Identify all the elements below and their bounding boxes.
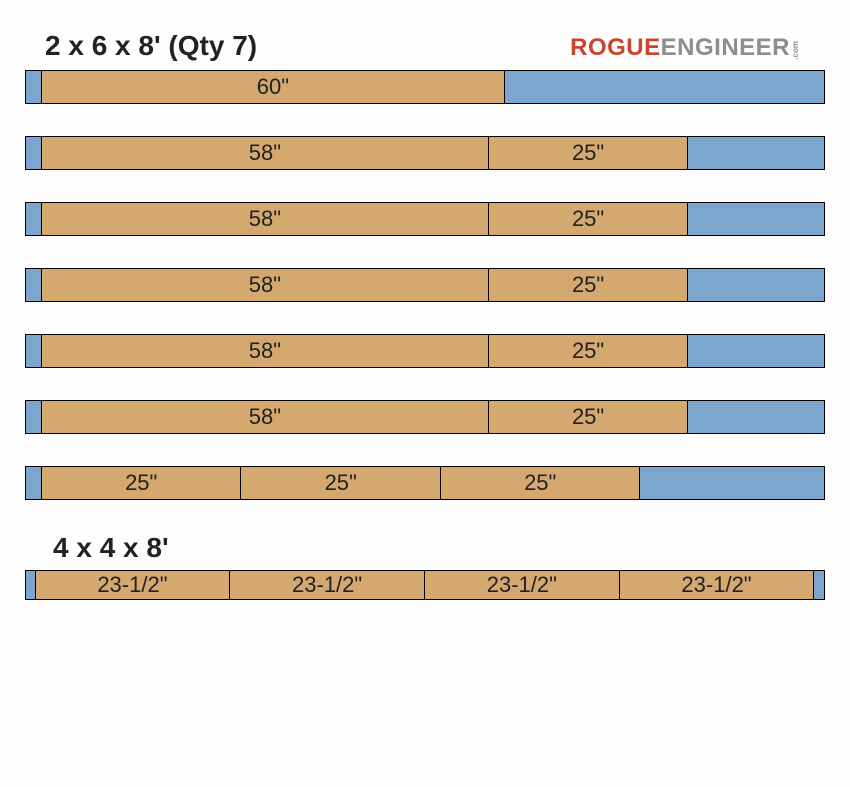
- cut-list-group-2: 23-1/2" 23-1/2" 23-1/2" 23-1/2": [25, 570, 825, 600]
- segment-label: 58": [249, 140, 281, 166]
- waste-segment: [505, 71, 824, 103]
- segment-label: 60": [257, 74, 289, 100]
- cut-segment: 25": [489, 203, 689, 235]
- waste-segment: [688, 401, 824, 433]
- board: 23-1/2" 23-1/2" 23-1/2" 23-1/2": [25, 570, 825, 600]
- cut-segment: 58": [42, 269, 489, 301]
- cut-segment: 58": [42, 401, 489, 433]
- cut-segment: 25": [441, 467, 641, 499]
- segment-label: 23-1/2": [97, 572, 167, 598]
- logo-dotcom: .com: [791, 41, 800, 60]
- cut-segment: 58": [42, 335, 489, 367]
- segment-label: 58": [249, 338, 281, 364]
- cut-segment: 58": [42, 137, 489, 169]
- cut-segment: 25": [241, 467, 441, 499]
- waste-segment: [26, 203, 42, 235]
- board: 58" 25": [25, 400, 825, 434]
- cut-segment: 23-1/2": [620, 571, 815, 599]
- segment-label: 25": [572, 206, 604, 232]
- waste-segment: [640, 467, 824, 499]
- cut-segment: 25": [489, 137, 689, 169]
- waste-segment: [26, 137, 42, 169]
- cut-segment: 23-1/2": [425, 571, 620, 599]
- segment-label: 25": [125, 470, 157, 496]
- waste-segment: [26, 401, 42, 433]
- waste-segment: [26, 269, 42, 301]
- segment-label: 58": [249, 404, 281, 430]
- waste-segment: [688, 137, 824, 169]
- waste-segment: [688, 203, 824, 235]
- segment-label: 25": [572, 338, 604, 364]
- cut-segment: 23-1/2": [36, 571, 231, 599]
- cut-segment: 25": [42, 467, 242, 499]
- logo-part2: ENGINEER: [661, 34, 790, 62]
- board: 58" 25": [25, 268, 825, 302]
- cut-segment: 60": [42, 71, 505, 103]
- waste-segment: [688, 335, 824, 367]
- cut-segment: 25": [489, 401, 689, 433]
- group2-title: 4 x 4 x 8': [53, 532, 825, 564]
- waste-segment: [814, 571, 824, 599]
- board: 58" 25": [25, 136, 825, 170]
- waste-segment: [26, 467, 42, 499]
- cut-list-group-1: 60"58"25"58"25"58"25"58"25"58"25"25"25"2…: [25, 70, 825, 500]
- board: 58" 25": [25, 334, 825, 368]
- logo: ROGUEENGINEER.com: [570, 34, 800, 62]
- waste-segment: [688, 269, 824, 301]
- header-row: 2 x 6 x 8' (Qty 7) ROGUEENGINEER.com: [25, 30, 825, 62]
- segment-label: 23-1/2": [487, 572, 557, 598]
- segment-label: 25": [325, 470, 357, 496]
- board: 60": [25, 70, 825, 104]
- segment-label: 58": [249, 206, 281, 232]
- segment-label: 23-1/2": [681, 572, 751, 598]
- logo-part1: ROGUE: [570, 34, 661, 62]
- cut-segment: 25": [489, 335, 689, 367]
- cut-segment: 23-1/2": [230, 571, 425, 599]
- segment-label: 25": [572, 140, 604, 166]
- cut-segment: 58": [42, 203, 489, 235]
- board: 58" 25": [25, 202, 825, 236]
- diagram-title: 2 x 6 x 8' (Qty 7): [45, 30, 257, 62]
- segment-label: 25": [572, 404, 604, 430]
- board: 25" 25" 25": [25, 466, 825, 500]
- segment-label: 25": [524, 470, 556, 496]
- segment-label: 23-1/2": [292, 572, 362, 598]
- segment-label: 58": [249, 272, 281, 298]
- segment-label: 25": [572, 272, 604, 298]
- waste-segment: [26, 335, 42, 367]
- waste-segment: [26, 71, 42, 103]
- waste-segment: [26, 571, 36, 599]
- cut-segment: 25": [489, 269, 689, 301]
